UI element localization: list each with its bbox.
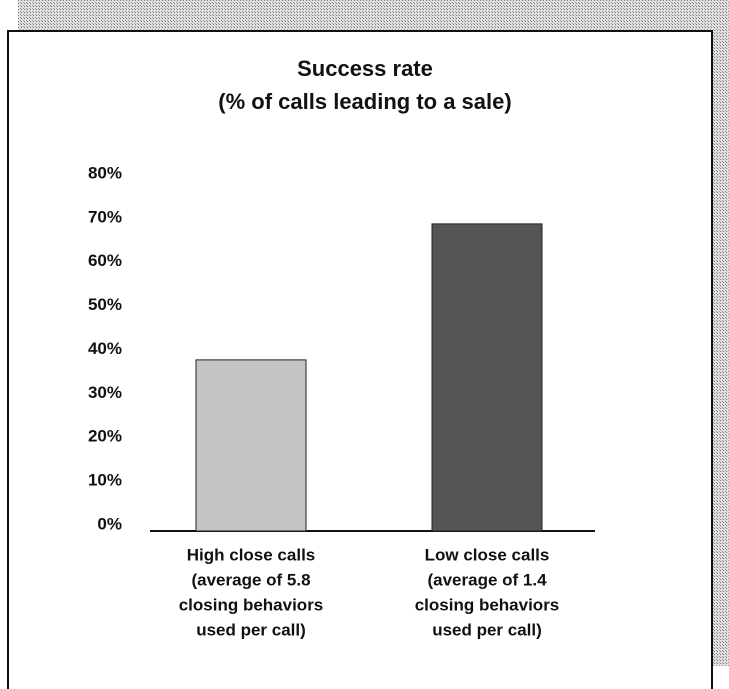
y-tick-label: 60% — [88, 251, 122, 270]
frame — [7, 30, 713, 689]
chart-title: Success rate — [297, 56, 433, 81]
x-tick-label: used per call) — [432, 620, 542, 639]
y-tick-label: 50% — [88, 295, 122, 314]
x-tick-label: (average of 5.8 — [191, 570, 310, 589]
y-tick-label: 20% — [88, 427, 122, 446]
frame-shadow-right — [712, 0, 729, 666]
y-tick-label: 80% — [88, 163, 122, 182]
y-tick-label: 70% — [88, 207, 122, 226]
chart-subtitle: (% of calls leading to a sale) — [218, 89, 511, 114]
y-tick-label: 40% — [88, 339, 122, 358]
x-tick-label: Low close calls — [425, 545, 550, 564]
bar — [431, 223, 543, 532]
x-tick-label: closing behaviors — [415, 595, 560, 614]
x-tick-label: used per call) — [196, 620, 306, 639]
y-tick-label: 30% — [88, 383, 122, 402]
x-tick-label: High close calls — [187, 545, 316, 564]
x-tick-label: closing behaviors — [179, 595, 324, 614]
x-tick-label: (average of 1.4 — [427, 570, 547, 589]
bar — [195, 359, 307, 532]
y-tick-label: 0% — [97, 514, 122, 533]
frame-shadow-top — [18, 0, 729, 32]
y-tick-label: 10% — [88, 471, 122, 490]
